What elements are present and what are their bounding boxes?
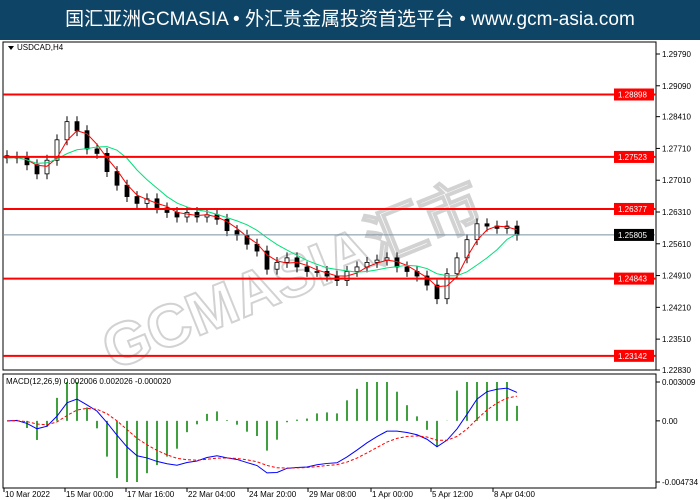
- candle: [374, 259, 380, 263]
- candle: [94, 148, 100, 154]
- candle: [274, 261, 280, 270]
- price-level-badge: [614, 349, 654, 362]
- candle: [474, 223, 480, 241]
- price-tick-label: 1.23510: [662, 335, 691, 344]
- macd-label: MACD(12,26,9) 0.002006 0.002026 -0.00002…: [6, 377, 172, 386]
- price-chart[interactable]: GCMASIA汇市1.297901.290901.284101.277101.2…: [0, 40, 700, 500]
- candle: [304, 266, 310, 272]
- price-level-label: 1.27523: [618, 153, 647, 162]
- macd-signal-line: [6, 395, 518, 469]
- dropdown-arrow-icon: [8, 46, 14, 50]
- time-tick-label: 8 Apr 04:00: [494, 490, 535, 499]
- current-price-badge: [614, 228, 654, 241]
- time-tick-label: 29 Mar 08:00: [309, 490, 357, 499]
- candle: [44, 159, 50, 175]
- candle: [284, 257, 290, 263]
- price-level-badge: [614, 88, 654, 101]
- candle: [514, 225, 520, 236]
- candle: [434, 284, 440, 300]
- price-level-label: 1.24843: [618, 275, 647, 284]
- ma-slow-line: [6, 146, 518, 277]
- candle: [314, 271, 320, 273]
- candle: [124, 184, 130, 197]
- price-level-badge: [614, 150, 654, 163]
- time-tick-label: 15 Mar 00:00: [66, 490, 114, 499]
- price-level-badge: [614, 272, 654, 285]
- price-tick-label: 1.26310: [662, 208, 691, 217]
- macd-tick-label: -0.004734: [662, 478, 699, 487]
- main-pane: [2, 41, 657, 371]
- candle: [104, 153, 110, 172]
- candle: [404, 266, 410, 272]
- candle: [184, 212, 190, 218]
- macd-line: [6, 387, 518, 474]
- time-tick-label: 24 Mar 20:00: [249, 490, 297, 499]
- price-tick-label: 1.27710: [662, 144, 691, 153]
- price-level-label: 1.26377: [618, 205, 647, 214]
- price-tick-label: 1.29790: [662, 50, 691, 59]
- price-tick-label: 1.27010: [662, 176, 691, 185]
- price-level-label: 1.28898: [618, 90, 647, 99]
- candle: [64, 121, 70, 141]
- price-tick-label: 1.28410: [662, 113, 691, 122]
- price-tick-label: 1.25610: [662, 240, 691, 249]
- candle: [264, 250, 270, 270]
- candle: [134, 196, 140, 204]
- price-level-label: 1.23142: [618, 352, 647, 361]
- candle: [194, 212, 200, 218]
- macd-tick-label: 0.00: [662, 417, 678, 426]
- time-tick-label: 10 Mar 2022: [5, 490, 50, 499]
- time-tick-label: 5 Apr 12:00: [432, 490, 473, 499]
- candle: [74, 121, 80, 132]
- candle: [354, 266, 360, 272]
- current-price-label: 1.25805: [618, 231, 647, 240]
- macd-pane: [2, 373, 657, 489]
- symbol-label: USDCAD,H4: [17, 43, 64, 52]
- candle: [454, 257, 460, 275]
- price-level-badge: [614, 202, 654, 215]
- candle: [144, 198, 150, 204]
- candle: [484, 223, 490, 227]
- candle: [34, 164, 40, 175]
- time-tick-label: 17 Mar 16:00: [127, 490, 175, 499]
- ma-fast-line: [6, 130, 518, 288]
- price-tick-label: 1.24210: [662, 303, 691, 312]
- macd-tick-label: 0.003009: [662, 378, 696, 387]
- price-tick-label: 1.29090: [662, 82, 691, 91]
- candle: [224, 218, 230, 232]
- candle: [254, 243, 260, 252]
- candle: [424, 275, 430, 286]
- header-banner: 国汇亚洲GCMASIA • 外汇贵金属投资首选平台 • www.gcm-asia…: [0, 0, 700, 40]
- candle: [54, 139, 60, 161]
- price-tick-label: 1.22830: [662, 366, 691, 375]
- candle: [114, 171, 120, 186]
- price-tick-label: 1.24910: [662, 272, 691, 281]
- time-tick-label: 1 Apr 00:00: [372, 490, 413, 499]
- time-tick-label: 22 Mar 04:00: [188, 490, 236, 499]
- candle: [164, 207, 170, 213]
